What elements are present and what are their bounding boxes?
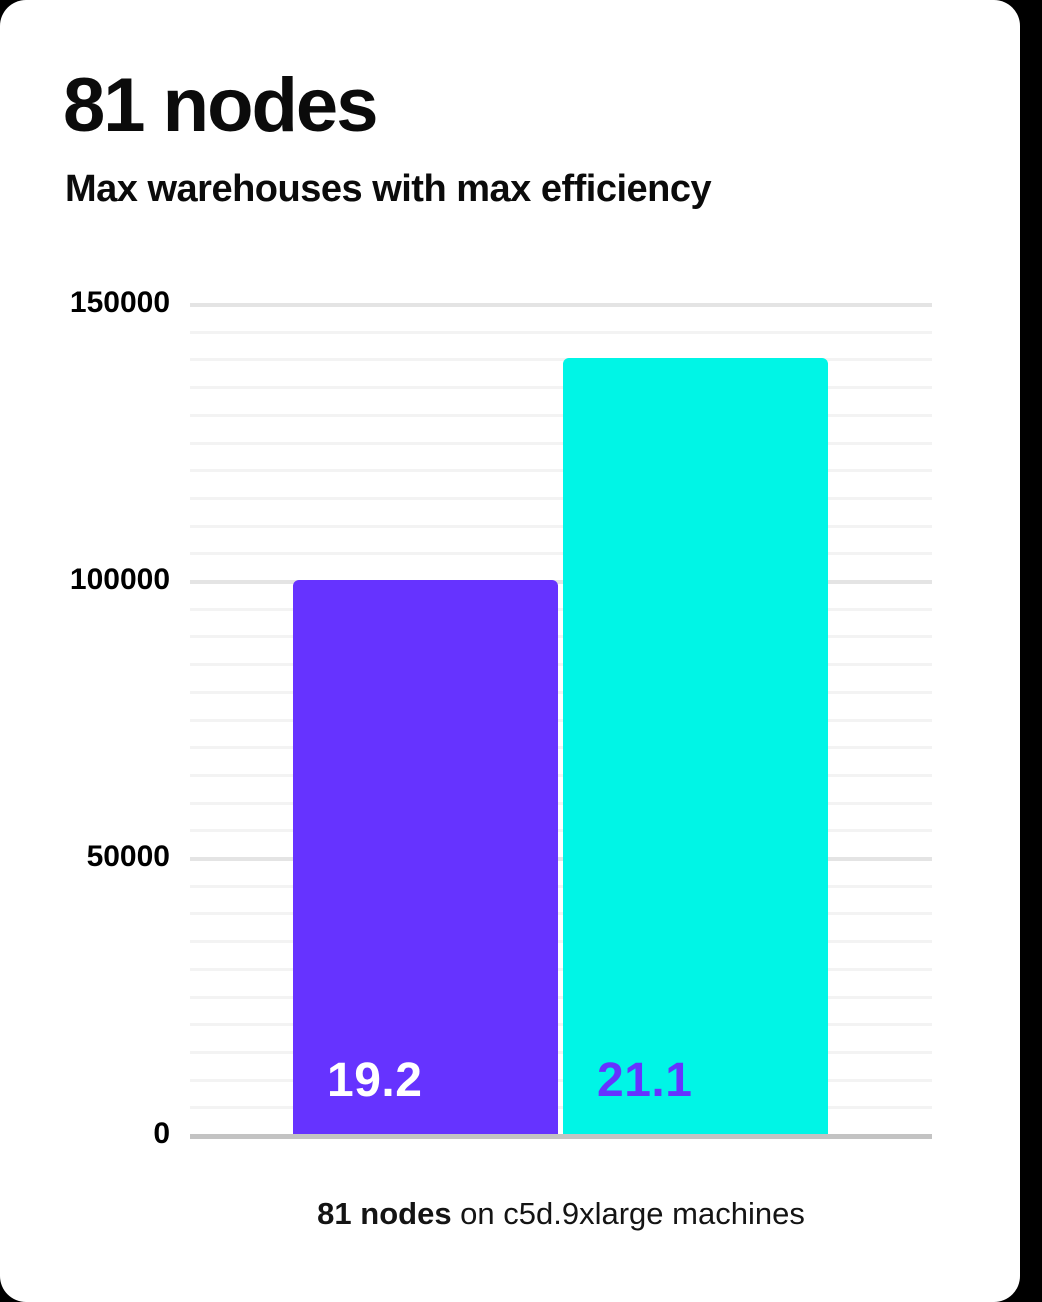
page-subtitle: Max warehouses with max efficiency (65, 168, 712, 210)
plot-area: 19.2 21.1 (190, 303, 932, 1134)
minor-gridline (190, 552, 932, 556)
y-axis-tick-label: 50000 (86, 840, 170, 873)
minor-gridline (190, 663, 932, 667)
minor-gridline (190, 690, 932, 694)
x-axis-line (190, 1134, 932, 1139)
minor-gridline (190, 1078, 932, 1082)
minor-gridline (190, 718, 932, 722)
bar-value-label: 19.2 (327, 1054, 423, 1107)
minor-gridline (190, 524, 932, 528)
major-gridline (190, 580, 932, 584)
bar-21.1: 21.1 (563, 358, 828, 1134)
minor-gridline (190, 496, 932, 500)
caption-regular-text: on c5d.9xlarge machines (451, 1196, 805, 1231)
minor-gridline (190, 469, 932, 473)
minor-gridline (190, 912, 932, 916)
minor-gridline (190, 884, 932, 888)
minor-gridline (190, 441, 932, 445)
minor-gridline (190, 746, 932, 750)
minor-gridline (190, 1023, 932, 1027)
x-axis-caption: 81 nodes on c5d.9xlarge machines (190, 1196, 932, 1232)
y-axis-tick-label: 100000 (69, 563, 170, 596)
minor-gridline (190, 413, 932, 417)
major-gridline (190, 303, 932, 307)
minor-gridline (190, 1050, 932, 1054)
minor-gridline (190, 358, 932, 362)
minor-gridline (190, 829, 932, 833)
minor-gridline (190, 386, 932, 390)
minor-gridline (190, 995, 932, 999)
chart-card: 81 nodes Max warehouses with max efficie… (0, 0, 1020, 1302)
bar-19.2: 19.2 (293, 580, 558, 1134)
minor-gridline (190, 330, 932, 334)
minor-gridline (190, 635, 932, 639)
minor-gridline (190, 607, 932, 611)
minor-gridline (190, 773, 932, 777)
minor-gridline (190, 940, 932, 944)
caption-bold-text: 81 nodes (317, 1196, 452, 1231)
y-axis-tick-label: 0 (153, 1117, 170, 1150)
page-title: 81 nodes (63, 63, 378, 148)
bar-value-label: 21.1 (597, 1054, 693, 1107)
minor-gridline (190, 967, 932, 971)
y-axis-tick-label: 150000 (69, 286, 170, 319)
minor-gridline (190, 1106, 932, 1110)
minor-gridline (190, 801, 932, 805)
major-gridline (190, 857, 932, 861)
